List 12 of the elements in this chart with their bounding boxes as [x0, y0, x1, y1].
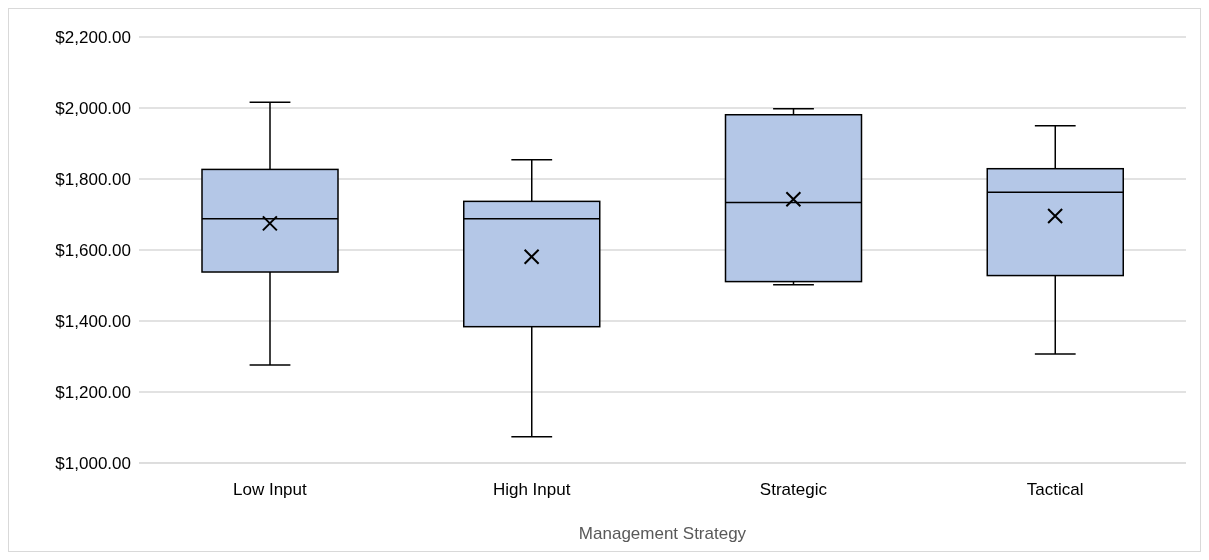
x-tick-label: Tactical	[1026, 480, 1084, 500]
y-tick-label: $1,200.00	[55, 383, 131, 403]
y-tick-label: $1,800.00	[55, 170, 131, 190]
y-tick-label: $1,400.00	[55, 312, 131, 332]
x-tick-label: High Input	[492, 480, 571, 500]
x-axis-title: Management Strategy	[578, 524, 747, 543]
y-tick-label: $2,000.00	[55, 99, 131, 119]
x-tick-label: Strategic	[759, 480, 828, 500]
x-tick-label: Low Input	[233, 480, 307, 500]
y-tick-label: $1,600.00	[55, 241, 131, 261]
y-tick-label: $2,200.00	[55, 28, 131, 48]
y-tick-label: $1,000.00	[55, 454, 131, 474]
